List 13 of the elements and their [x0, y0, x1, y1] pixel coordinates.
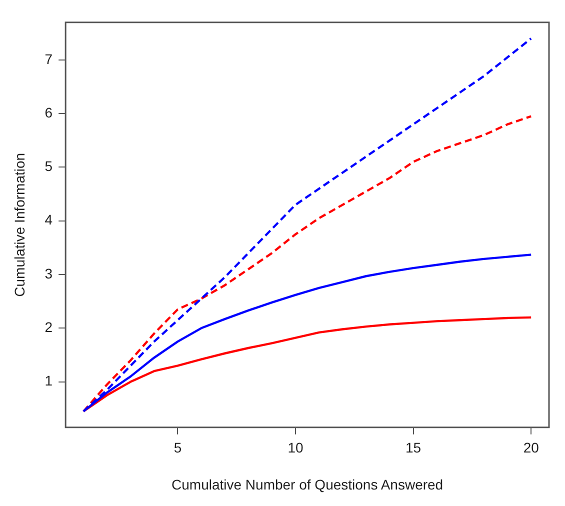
x-tick-label: 5 [174, 440, 182, 456]
x-tick-label: 20 [523, 440, 540, 456]
x-tick-label: 10 [288, 440, 304, 456]
x-axis-title: Cumulative Number of Questions Answered [172, 476, 444, 492]
y-tick-label: 4 [44, 212, 53, 228]
y-tick-label: 6 [44, 104, 53, 120]
y-tick-label: 1 [44, 372, 53, 389]
y-tick-label: 5 [44, 158, 53, 174]
y-tick-label: 2 [44, 319, 53, 336]
y-tick-label: 7 [44, 50, 53, 67]
y-axis-title: Cumulative Information [11, 152, 28, 297]
x-tick-label: 15 [406, 440, 422, 456]
y-tick-label: 3 [44, 265, 53, 282]
